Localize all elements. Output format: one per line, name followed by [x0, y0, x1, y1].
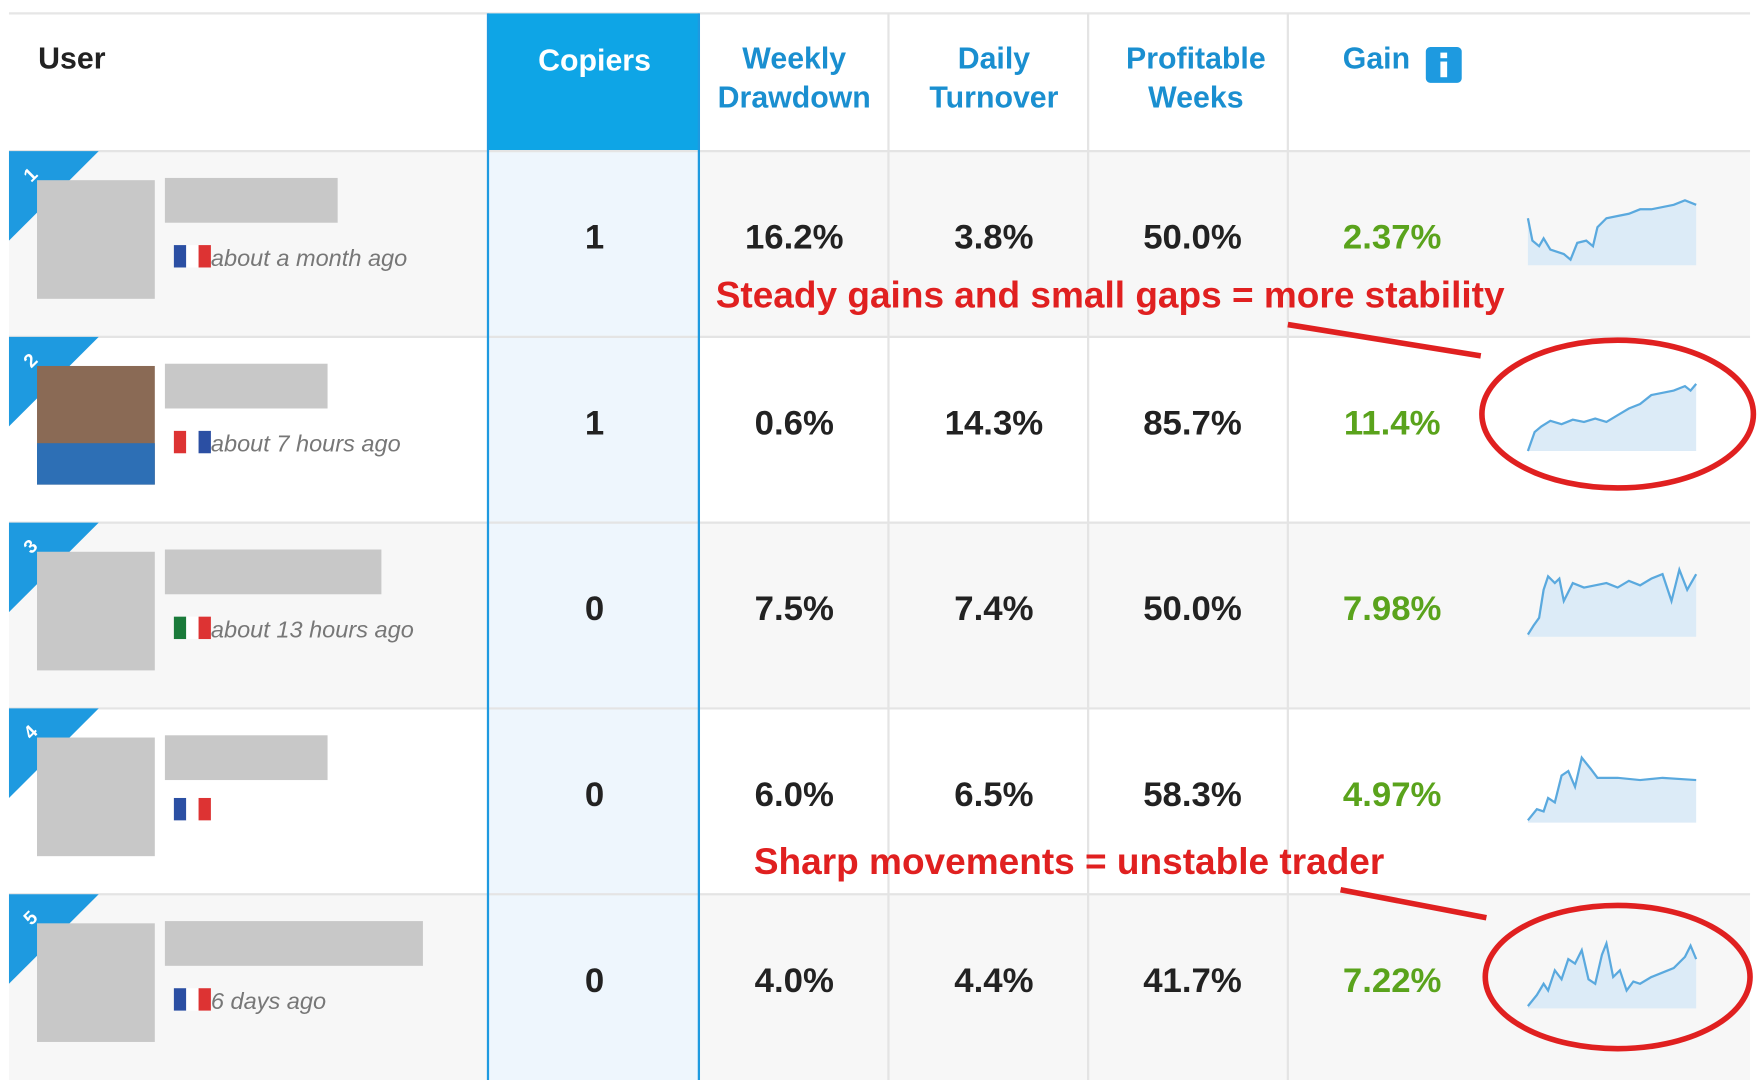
name-placeholder [164, 921, 423, 966]
flag [173, 988, 187, 1011]
cell-daily-turnover: 6.5% [954, 776, 1033, 814]
sparkline-area [1527, 383, 1697, 452]
cell-weekly-drawdown: 0.6% [755, 404, 834, 442]
flag [186, 988, 199, 1011]
cell-profitable-weeks: 58.3% [1143, 776, 1242, 814]
sparkline-line [1527, 755, 1697, 822]
cell-copiers: 0 [585, 776, 604, 814]
header-label: User [38, 42, 106, 75]
sparkline [1527, 939, 1698, 1009]
header-label: Gain [1343, 42, 1410, 75]
info-icon-dot [1440, 52, 1448, 59]
flag [173, 797, 187, 821]
cell-weekly-drawdown: 6.0% [755, 776, 834, 814]
annotation: Steady gains and small gaps = more stabi… [716, 274, 1505, 315]
header-label: Daily [958, 42, 1031, 75]
cell-gain: 2.37% [1343, 219, 1442, 257]
cell-copiers: 1 [585, 219, 604, 257]
cell-copiers: 0 [585, 590, 604, 628]
avatar-shirt [37, 443, 155, 485]
header-bg [8, 13, 1751, 152]
cell-weekly-drawdown: 4.0% [755, 962, 834, 1000]
sparkline-area [1527, 757, 1697, 823]
cell-profitable-weeks: 41.7% [1143, 962, 1242, 1000]
header-label: Profitable [1126, 42, 1266, 75]
flag [198, 616, 211, 640]
copiers-header-bg [487, 13, 699, 152]
rank-ribbon [8, 336, 99, 427]
sparkline [1526, 383, 1698, 452]
copiers-cell-bg [487, 522, 699, 709]
rank-ribbon [8, 894, 99, 984]
flag [198, 988, 211, 1011]
flag [198, 430, 211, 454]
sparkline-line [1527, 939, 1698, 1007]
header-label: Turnover [929, 82, 1058, 115]
cell-weekly-drawdown: 16.2% [745, 219, 844, 257]
flag [173, 430, 187, 454]
cell-gain: 7.22% [1343, 962, 1442, 1000]
annotation-circle [1482, 902, 1753, 1052]
rank-ribbon [8, 151, 99, 241]
flag [186, 797, 199, 821]
header-label: Copiers [538, 45, 651, 78]
cell-gain: 11.4% [1344, 404, 1441, 442]
cell-profitable-weeks: 50.0% [1143, 219, 1242, 257]
sparkline-area [1527, 569, 1697, 637]
flag [198, 797, 211, 821]
flag [198, 245, 211, 268]
cell-weekly-drawdown: 7.5% [755, 590, 834, 628]
last-active: about 7 hours ago [211, 431, 401, 457]
name-placeholder [164, 177, 338, 223]
sparkline-line [1526, 383, 1698, 452]
name-placeholder [164, 363, 328, 409]
cell-copiers: 0 [585, 962, 604, 1000]
annotation: Sharp movements = unstable trader [754, 841, 1384, 882]
copiers-cell-bg [487, 708, 699, 895]
avatar [37, 180, 155, 299]
sparkline [1526, 565, 1698, 637]
flag [186, 430, 199, 454]
rank-ribbon [8, 708, 99, 798]
cell-gain: 7.98% [1343, 590, 1442, 628]
name-placeholder [164, 735, 328, 781]
rank-ribbon [8, 522, 99, 613]
sparkline [1526, 199, 1697, 266]
header-label: Weeks [1148, 82, 1243, 115]
cell-copiers: 1 [585, 404, 604, 442]
sparkline-line [1526, 199, 1697, 262]
header-label: Weekly [742, 42, 846, 75]
cell-daily-turnover: 14.3% [945, 404, 1044, 442]
cell-daily-turnover: 3.8% [954, 219, 1033, 257]
sparkline [1527, 755, 1697, 823]
avatar [37, 551, 155, 671]
annotation-circle [1479, 337, 1757, 491]
header-label: Drawdown [718, 82, 871, 115]
avatar [37, 923, 155, 1042]
cell-gain: 4.97% [1343, 776, 1442, 814]
last-active: 6 days ago [211, 988, 326, 1014]
name-placeholder [164, 549, 382, 595]
annotation-underline [1340, 886, 1487, 921]
last-active: about 13 hours ago [211, 616, 414, 642]
cell-daily-turnover: 7.4% [954, 590, 1033, 628]
copiers-cell-bg [487, 336, 699, 523]
copiers-cell-bg [487, 894, 699, 1080]
cell-profitable-weeks: 50.0% [1143, 590, 1242, 628]
cell-daily-turnover: 4.4% [954, 962, 1033, 1000]
avatar [37, 737, 155, 857]
cell-profitable-weeks: 85.7% [1143, 404, 1242, 442]
flag [173, 616, 187, 640]
copiers-cell-bg [487, 151, 699, 337]
flag [186, 616, 199, 640]
sparkline-line [1526, 565, 1698, 636]
annotation-underline [1287, 321, 1482, 359]
flag [186, 245, 199, 268]
last-active: about a month ago [211, 245, 407, 271]
flag [173, 245, 187, 268]
sparkline-area [1527, 200, 1697, 266]
info-icon-stem [1440, 61, 1448, 78]
